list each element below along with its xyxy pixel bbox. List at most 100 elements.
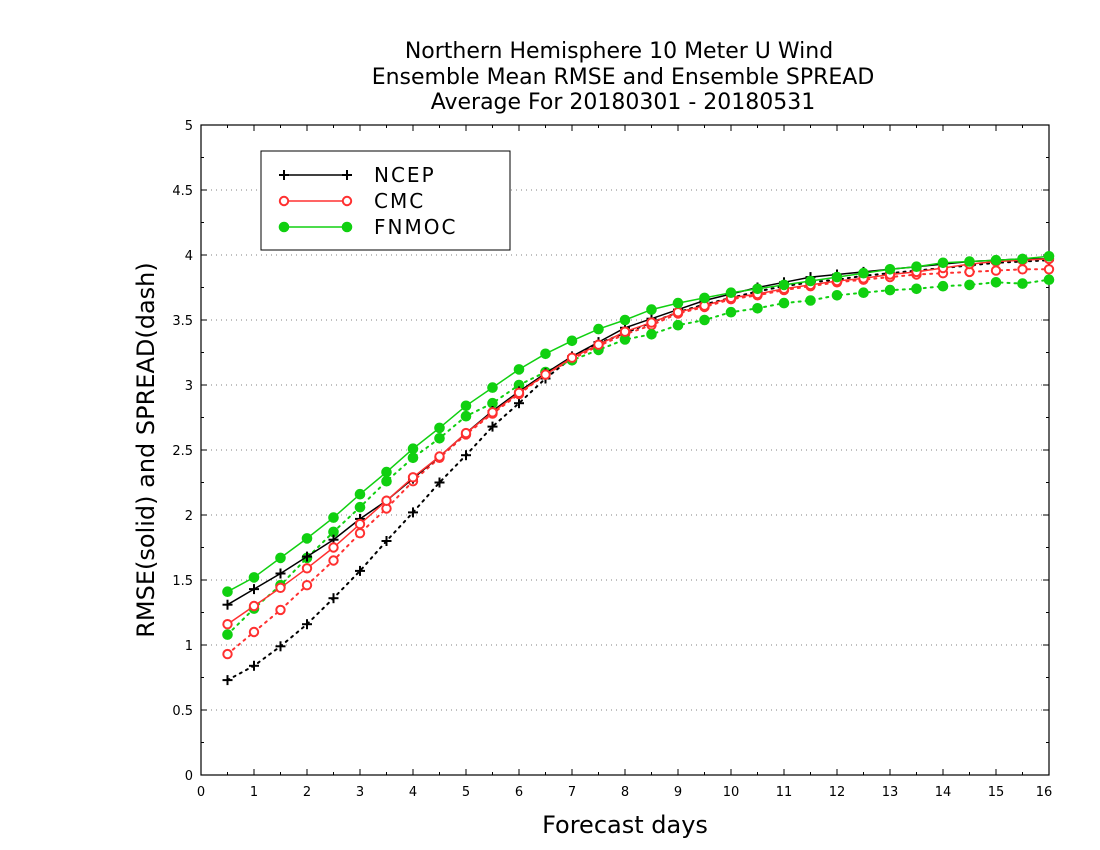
series-layer: [222, 250, 1055, 686]
cmc-rmse-point: [222, 619, 233, 630]
ncep-spread-point: [355, 565, 365, 576]
fnmoc-spread-point: [407, 452, 419, 464]
legend-item-ncep: NCEP: [279, 163, 434, 187]
ncep-rmse-point: [222, 599, 233, 610]
fnmoc-spread-point: [884, 284, 896, 296]
fnmoc-rmse-point: [487, 382, 498, 393]
fnmoc-rmse-point: [911, 261, 922, 273]
fnmoc-rmse-point: [990, 254, 1002, 266]
cmc-spread-point: [990, 265, 1002, 276]
fnmoc-rmse-point: [884, 264, 896, 275]
ncep-spread-point: [302, 619, 312, 630]
y-tick-label: 2: [185, 509, 193, 524]
cmc-rmse-point: [487, 407, 498, 418]
x-tick-label: 12: [829, 785, 846, 800]
cmc-rmse-point: [434, 451, 445, 462]
ncep-spread-point: [408, 507, 418, 518]
y-axis-label: RMSE(solid) and SPREAD(dash): [132, 262, 160, 638]
x-tick-label: 3: [356, 785, 364, 800]
ncep-spread-point: [249, 660, 259, 671]
chart-title-line-1: Northern Hemisphere 10 Meter U Wind: [405, 39, 833, 64]
fnmoc-spread-point: [1043, 274, 1055, 286]
fnmoc-spread-point: [381, 475, 392, 487]
fnmoc-spread-point: [646, 329, 657, 340]
fnmoc-spread-point: [699, 314, 710, 326]
ncep-spread-series: [222, 255, 1054, 686]
x-tick-label: 16: [1036, 785, 1053, 800]
cmc-spread-point: [354, 528, 366, 539]
fnmoc-spread-point: [1017, 278, 1028, 289]
fnmoc-rmse-point: [540, 348, 551, 360]
legend-item-cmc: CMC: [278, 189, 425, 213]
fnmoc-spread-point: [937, 280, 949, 292]
fnmoc-spread-line: [226, 278, 1050, 636]
cmc-rmse-point: [540, 369, 551, 380]
fnmoc-rmse-point: [725, 287, 737, 299]
cmc-spread-point: [248, 626, 260, 638]
fnmoc-rmse-point: [805, 275, 816, 287]
fnmoc-spread-point: [725, 306, 737, 318]
fnmoc-spread-point: [990, 277, 1002, 288]
fnmoc-rmse-point: [328, 512, 339, 523]
ncep-rmse-point: [302, 551, 312, 562]
legend-label: CMC: [374, 189, 425, 213]
legend-marker: [341, 221, 353, 233]
chart-title-line-2: Ensemble Mean RMSE and Ensemble SPREAD: [372, 65, 875, 90]
ncep-spread-point: [381, 536, 392, 546]
fnmoc-spread-point: [752, 303, 763, 314]
fnmoc-spread-point: [354, 501, 366, 513]
x-tick-label: 0: [197, 785, 205, 800]
x-tick-label: 9: [674, 785, 682, 800]
x-tick-label: 7: [568, 785, 576, 800]
cmc-spread-point: [328, 555, 339, 566]
legend-marker: [278, 221, 290, 233]
x-tick-label: 15: [988, 785, 1005, 800]
cmc-rmse-point: [513, 387, 525, 398]
fnmoc-rmse-point: [619, 314, 631, 326]
cmc-rmse-point: [460, 427, 472, 439]
fnmoc-rmse-point: [248, 572, 260, 583]
cmc-rmse-line: [227, 258, 1050, 625]
fnmoc-rmse-point: [778, 279, 790, 291]
ncep-rmse-line: [227, 258, 1049, 606]
cmc-spread-series: [222, 264, 1055, 660]
cmc-rmse-point: [328, 542, 339, 553]
fnmoc-rmse-point: [354, 488, 366, 500]
cmc-rmse-point: [619, 326, 631, 337]
ncep-rmse-point: [275, 568, 286, 579]
axis-ticks: 0 1 2 3 4 5 6 7 8 9 10 11 12 13 14 15 1600.511.522.533.5…: [172, 119, 1052, 800]
ncep-spread-point: [461, 450, 471, 461]
x-tick-label: 2: [303, 785, 311, 800]
x-tick-label: 5: [462, 785, 470, 800]
x-tick-label: 1: [250, 785, 258, 800]
fnmoc-spread-point: [858, 287, 869, 299]
cmc-rmse-point: [354, 518, 366, 530]
ncep-rmse-series: [222, 253, 1054, 610]
cmc-spread-point: [301, 580, 313, 591]
fnmoc-rmse-point: [407, 443, 419, 455]
x-tick-label: 14: [935, 785, 952, 800]
fnmoc-spread-point: [222, 629, 233, 640]
cmc-rmse-point: [381, 495, 392, 506]
fnmoc-rmse-point: [222, 586, 233, 598]
cmc-rmse-point: [248, 600, 260, 612]
fnmoc-rmse-point: [460, 400, 472, 412]
chart-title-line-3: Average For 20180301 - 20180531: [431, 90, 816, 115]
cmc-rmse-series: [222, 253, 1055, 630]
y-tick-label: 4.5: [172, 184, 193, 199]
fnmoc-spread-point: [460, 410, 472, 422]
fnmoc-spread-point: [434, 433, 445, 444]
ncep-spread-point: [328, 593, 339, 604]
fnmoc-rmse-point: [646, 304, 657, 315]
cmc-spread-point: [275, 604, 286, 616]
ncep-spread-point: [434, 477, 445, 488]
fnmoc-spread-point: [911, 283, 922, 295]
ncep-spread-point: [275, 641, 286, 652]
y-tick-label: 4: [185, 249, 193, 264]
ncep-rmse-point: [249, 584, 259, 595]
y-tick-label: 5: [185, 119, 193, 134]
legend-marker: [278, 195, 290, 207]
fnmoc-rmse-point: [301, 533, 313, 544]
ncep-spread-point: [222, 675, 233, 686]
